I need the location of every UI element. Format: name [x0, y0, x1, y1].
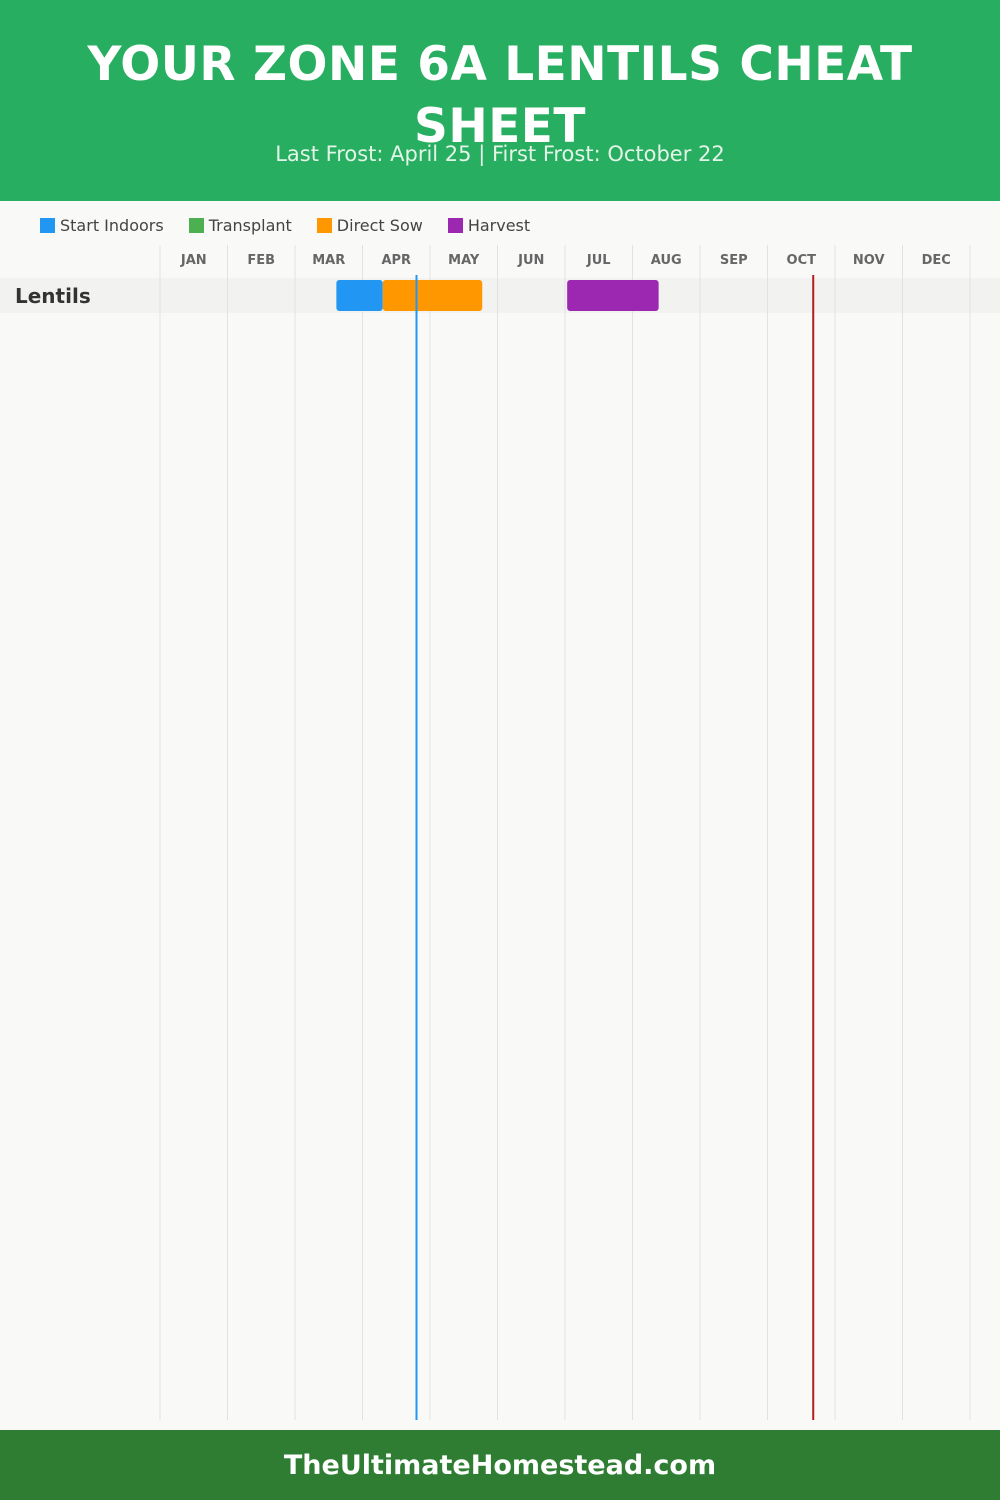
legend-label: Harvest	[467, 215, 531, 235]
crop-label: Lentils	[15, 284, 91, 308]
month-label: NOV	[853, 253, 885, 268]
month-label: JUL	[586, 253, 611, 268]
frost-dates-subtitle: Last Frost: April 25 | First Frost: Octo…	[275, 142, 725, 166]
month-label: SEP	[720, 253, 748, 268]
legend-item-start-indoors: Start Indoors	[40, 216, 164, 235]
legend-label: Transplant	[208, 215, 292, 235]
legend-item-direct-sow: Direct Sow	[316, 215, 423, 235]
legend-swatch	[188, 217, 204, 233]
legend: Start Indoors Transplant Direct Sow Harv…	[40, 214, 555, 236]
footer-website: TheUltimateHomestead.com	[283, 1450, 717, 1481]
legend-label: Direct Sow	[336, 215, 423, 235]
legend-swatch	[316, 217, 332, 233]
month-label: FEB	[247, 253, 275, 268]
legend-item-harvest: Harvest	[447, 215, 531, 235]
planting-calendar-chart: JAN FEB MAR APR MAY JUN JUL AUG SEP OCT NOV DEC Lent…	[0, 245, 1000, 1420]
month-label: OCT	[787, 253, 817, 268]
legend-swatch	[40, 217, 55, 233]
month-label: MAR	[312, 253, 345, 268]
month-label: DEC	[922, 253, 951, 268]
legend-swatch	[447, 217, 463, 233]
schedule-bar-harvest	[567, 280, 659, 311]
footer-banner: TheUltimateHomestead.com	[0, 1430, 1000, 1500]
header-banner: YOUR ZONE 6A LENTILS CHEAT SHEET Last Fr…	[0, 0, 1000, 201]
month-label: JUN	[517, 253, 544, 268]
month-label: AUG	[651, 253, 682, 268]
page-title: YOUR ZONE 6A LENTILS CHEAT SHEET	[87, 37, 913, 154]
month-label: APR	[381, 253, 411, 268]
month-label: JAN	[180, 253, 207, 268]
legend-label: Start Indoors	[60, 215, 164, 235]
chart-row-background	[0, 278, 1000, 313]
month-label: MAY	[448, 253, 480, 268]
legend-item-transplant: Transplant	[188, 215, 292, 235]
schedule-bar-start-indoors	[336, 280, 383, 311]
schedule-bar-direct-sow	[382, 280, 483, 311]
